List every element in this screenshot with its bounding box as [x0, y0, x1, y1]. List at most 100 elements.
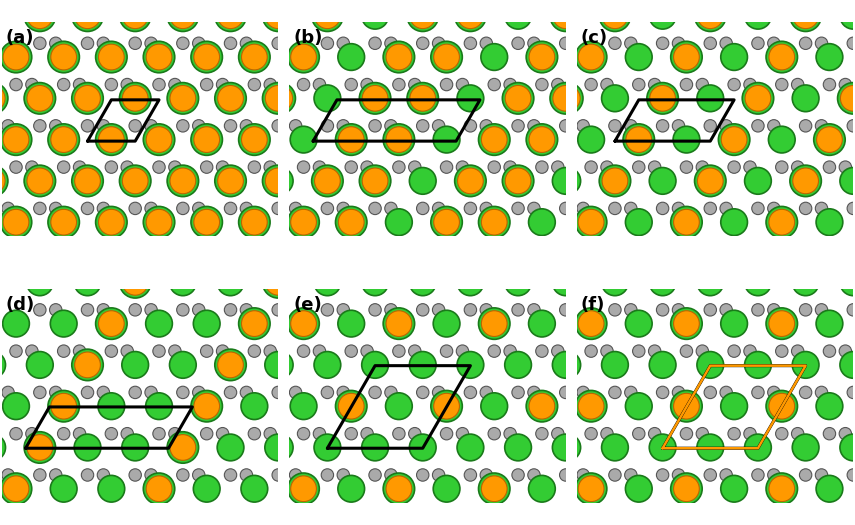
- Circle shape: [105, 345, 117, 358]
- Circle shape: [215, 349, 246, 381]
- Circle shape: [392, 345, 405, 358]
- Circle shape: [105, 510, 117, 522]
- Circle shape: [312, 165, 343, 197]
- Circle shape: [559, 37, 572, 49]
- Circle shape: [0, 165, 8, 197]
- Circle shape: [286, 206, 318, 238]
- Circle shape: [488, 78, 500, 91]
- Circle shape: [504, 244, 516, 256]
- Circle shape: [74, 3, 100, 29]
- Circle shape: [504, 269, 532, 296]
- Circle shape: [440, 427, 453, 440]
- Circle shape: [649, 167, 676, 194]
- Circle shape: [814, 124, 846, 155]
- Circle shape: [697, 352, 723, 378]
- Circle shape: [144, 473, 174, 505]
- Circle shape: [312, 0, 343, 32]
- Circle shape: [481, 393, 508, 419]
- Circle shape: [74, 244, 86, 256]
- Circle shape: [177, 120, 189, 132]
- Text: (d): (d): [5, 296, 35, 313]
- Circle shape: [561, 469, 574, 481]
- Circle shape: [670, 206, 702, 238]
- Circle shape: [704, 303, 716, 316]
- Circle shape: [577, 386, 589, 398]
- Circle shape: [674, 393, 699, 419]
- Circle shape: [625, 386, 637, 398]
- Circle shape: [457, 434, 484, 461]
- Circle shape: [479, 308, 510, 339]
- Circle shape: [728, 427, 740, 440]
- Circle shape: [672, 386, 685, 398]
- Circle shape: [345, 244, 357, 256]
- Circle shape: [48, 206, 80, 238]
- Circle shape: [26, 510, 38, 522]
- Circle shape: [267, 86, 292, 111]
- Circle shape: [457, 78, 469, 91]
- Circle shape: [3, 393, 29, 419]
- Circle shape: [97, 120, 109, 132]
- Circle shape: [262, 165, 294, 197]
- Circle shape: [409, 510, 421, 522]
- Circle shape: [298, 78, 310, 91]
- Circle shape: [192, 202, 205, 215]
- Circle shape: [577, 311, 603, 337]
- Circle shape: [200, 244, 213, 256]
- Circle shape: [504, 3, 532, 29]
- Circle shape: [361, 427, 374, 440]
- Circle shape: [122, 352, 149, 378]
- Circle shape: [369, 303, 381, 316]
- Circle shape: [240, 469, 252, 481]
- Circle shape: [823, 345, 835, 358]
- Circle shape: [479, 206, 510, 238]
- Circle shape: [50, 202, 62, 215]
- Circle shape: [298, 161, 310, 173]
- Circle shape: [153, 161, 165, 173]
- Circle shape: [200, 345, 213, 358]
- Circle shape: [291, 311, 316, 337]
- Circle shape: [392, 510, 405, 522]
- Circle shape: [26, 78, 38, 91]
- Circle shape: [574, 41, 605, 73]
- Circle shape: [224, 303, 237, 316]
- Circle shape: [681, 427, 693, 440]
- Circle shape: [847, 386, 855, 398]
- Circle shape: [369, 469, 381, 481]
- Circle shape: [409, 244, 421, 256]
- Circle shape: [144, 124, 174, 155]
- Circle shape: [599, 165, 631, 197]
- Circle shape: [291, 209, 316, 235]
- Circle shape: [504, 161, 516, 173]
- Circle shape: [216, 345, 229, 358]
- Circle shape: [504, 352, 532, 378]
- Circle shape: [2, 202, 15, 215]
- Circle shape: [648, 345, 661, 358]
- Circle shape: [274, 386, 286, 398]
- Circle shape: [457, 352, 484, 378]
- Circle shape: [98, 476, 125, 502]
- Circle shape: [847, 469, 855, 481]
- Circle shape: [528, 303, 540, 316]
- Circle shape: [193, 476, 220, 502]
- Circle shape: [9, 427, 22, 440]
- Circle shape: [433, 476, 460, 502]
- Circle shape: [601, 78, 613, 91]
- Circle shape: [289, 310, 315, 337]
- Circle shape: [72, 0, 103, 32]
- Circle shape: [98, 393, 125, 419]
- Circle shape: [479, 473, 510, 505]
- Circle shape: [504, 510, 516, 522]
- Circle shape: [27, 435, 53, 460]
- Circle shape: [742, 82, 774, 114]
- Circle shape: [648, 244, 661, 256]
- Circle shape: [840, 269, 855, 296]
- Circle shape: [345, 510, 357, 522]
- Circle shape: [50, 476, 77, 502]
- Circle shape: [369, 120, 381, 132]
- Circle shape: [766, 206, 798, 238]
- Circle shape: [264, 161, 276, 173]
- Circle shape: [552, 167, 579, 194]
- Circle shape: [369, 386, 381, 398]
- Text: (c): (c): [581, 29, 608, 47]
- Circle shape: [481, 202, 492, 215]
